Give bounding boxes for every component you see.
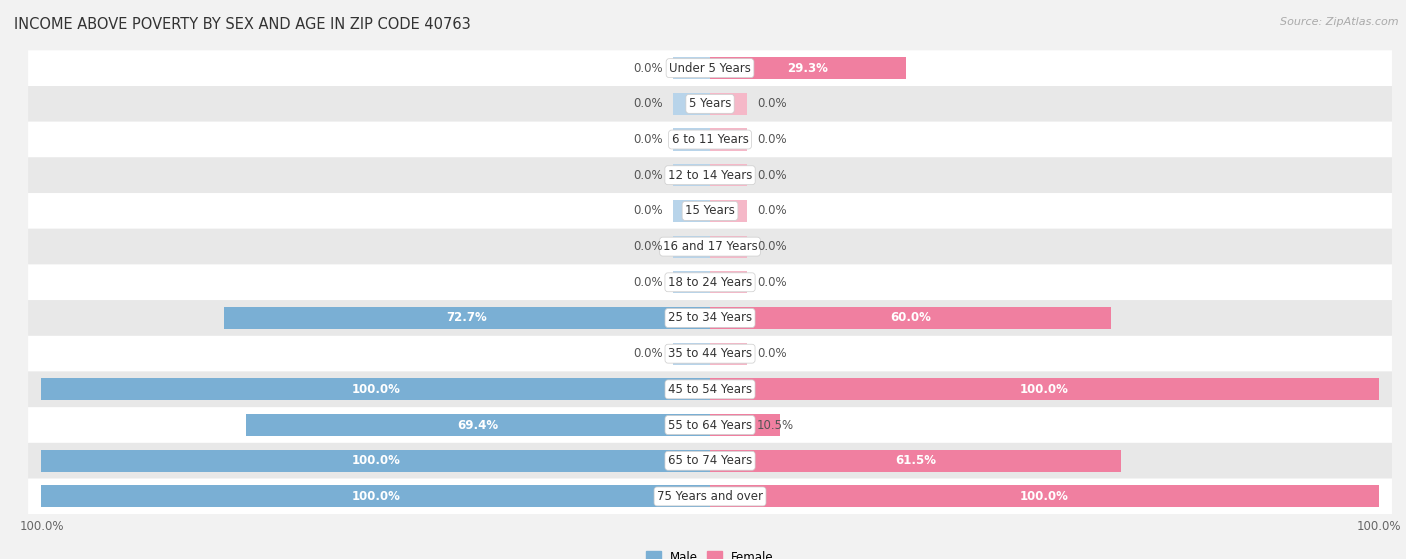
Bar [673, 200, 710, 222]
Bar [673, 129, 710, 150]
Text: 0.0%: 0.0% [634, 133, 664, 146]
Text: 75 Years and over: 75 Years and over [657, 490, 763, 503]
Text: 18 to 24 Years: 18 to 24 Years [668, 276, 752, 289]
Text: 61.5%: 61.5% [896, 454, 936, 467]
Text: 0.0%: 0.0% [756, 205, 786, 217]
Text: 29.3%: 29.3% [787, 61, 828, 75]
Text: 15 Years: 15 Years [685, 205, 735, 217]
Text: 16 and 17 Years: 16 and 17 Years [662, 240, 758, 253]
Text: 0.0%: 0.0% [634, 347, 664, 360]
FancyBboxPatch shape [28, 229, 1392, 264]
FancyBboxPatch shape [28, 122, 1392, 158]
FancyBboxPatch shape [28, 264, 1392, 300]
Text: 60.0%: 60.0% [890, 311, 931, 324]
FancyBboxPatch shape [28, 300, 1392, 336]
Text: 0.0%: 0.0% [756, 169, 786, 182]
Bar [673, 164, 710, 186]
FancyBboxPatch shape [28, 158, 1392, 193]
Text: 0.0%: 0.0% [634, 205, 664, 217]
Bar [42, 378, 710, 400]
Text: 100.0%: 100.0% [352, 454, 401, 467]
Bar [710, 378, 1378, 400]
Bar [710, 164, 747, 186]
FancyBboxPatch shape [28, 50, 1392, 86]
Bar [710, 449, 1121, 472]
FancyBboxPatch shape [28, 372, 1392, 407]
Bar [710, 414, 780, 436]
Text: 0.0%: 0.0% [634, 240, 664, 253]
Text: 100.0%: 100.0% [1019, 383, 1069, 396]
FancyBboxPatch shape [28, 336, 1392, 372]
Bar [710, 93, 747, 115]
FancyBboxPatch shape [28, 407, 1392, 443]
FancyBboxPatch shape [28, 479, 1392, 514]
Text: 6 to 11 Years: 6 to 11 Years [672, 133, 748, 146]
Bar [710, 307, 1111, 329]
Text: 0.0%: 0.0% [756, 276, 786, 289]
Bar [673, 235, 710, 258]
Text: 69.4%: 69.4% [457, 419, 499, 432]
Text: 0.0%: 0.0% [756, 133, 786, 146]
Text: 55 to 64 Years: 55 to 64 Years [668, 419, 752, 432]
Text: 25 to 34 Years: 25 to 34 Years [668, 311, 752, 324]
Text: 0.0%: 0.0% [634, 61, 664, 75]
Text: 0.0%: 0.0% [756, 347, 786, 360]
FancyBboxPatch shape [28, 443, 1392, 479]
Bar [673, 57, 710, 79]
Bar [710, 343, 747, 364]
Bar [42, 449, 710, 472]
Text: Source: ZipAtlas.com: Source: ZipAtlas.com [1281, 17, 1399, 27]
Text: 10.5%: 10.5% [756, 419, 794, 432]
FancyBboxPatch shape [28, 86, 1392, 122]
Bar [224, 307, 710, 329]
Text: 0.0%: 0.0% [634, 276, 664, 289]
Legend: Male, Female: Male, Female [641, 546, 779, 559]
Bar [673, 343, 710, 364]
Text: Under 5 Years: Under 5 Years [669, 61, 751, 75]
Text: 45 to 54 Years: 45 to 54 Years [668, 383, 752, 396]
Bar [710, 485, 1378, 508]
Bar [42, 485, 710, 508]
FancyBboxPatch shape [28, 193, 1392, 229]
Text: 12 to 14 Years: 12 to 14 Years [668, 169, 752, 182]
Text: 100.0%: 100.0% [352, 383, 401, 396]
Text: 5 Years: 5 Years [689, 97, 731, 110]
Bar [710, 200, 747, 222]
Bar [710, 129, 747, 150]
Text: 0.0%: 0.0% [634, 97, 664, 110]
Text: 65 to 74 Years: 65 to 74 Years [668, 454, 752, 467]
Bar [710, 235, 747, 258]
Text: 0.0%: 0.0% [756, 240, 786, 253]
Bar [673, 271, 710, 293]
Bar [673, 93, 710, 115]
Text: 35 to 44 Years: 35 to 44 Years [668, 347, 752, 360]
Text: 100.0%: 100.0% [352, 490, 401, 503]
Text: INCOME ABOVE POVERTY BY SEX AND AGE IN ZIP CODE 40763: INCOME ABOVE POVERTY BY SEX AND AGE IN Z… [14, 17, 471, 32]
Text: 0.0%: 0.0% [756, 97, 786, 110]
Bar [710, 57, 905, 79]
Bar [246, 414, 710, 436]
Text: 72.7%: 72.7% [447, 311, 488, 324]
Bar [710, 271, 747, 293]
Text: 0.0%: 0.0% [634, 169, 664, 182]
Text: 100.0%: 100.0% [1019, 490, 1069, 503]
